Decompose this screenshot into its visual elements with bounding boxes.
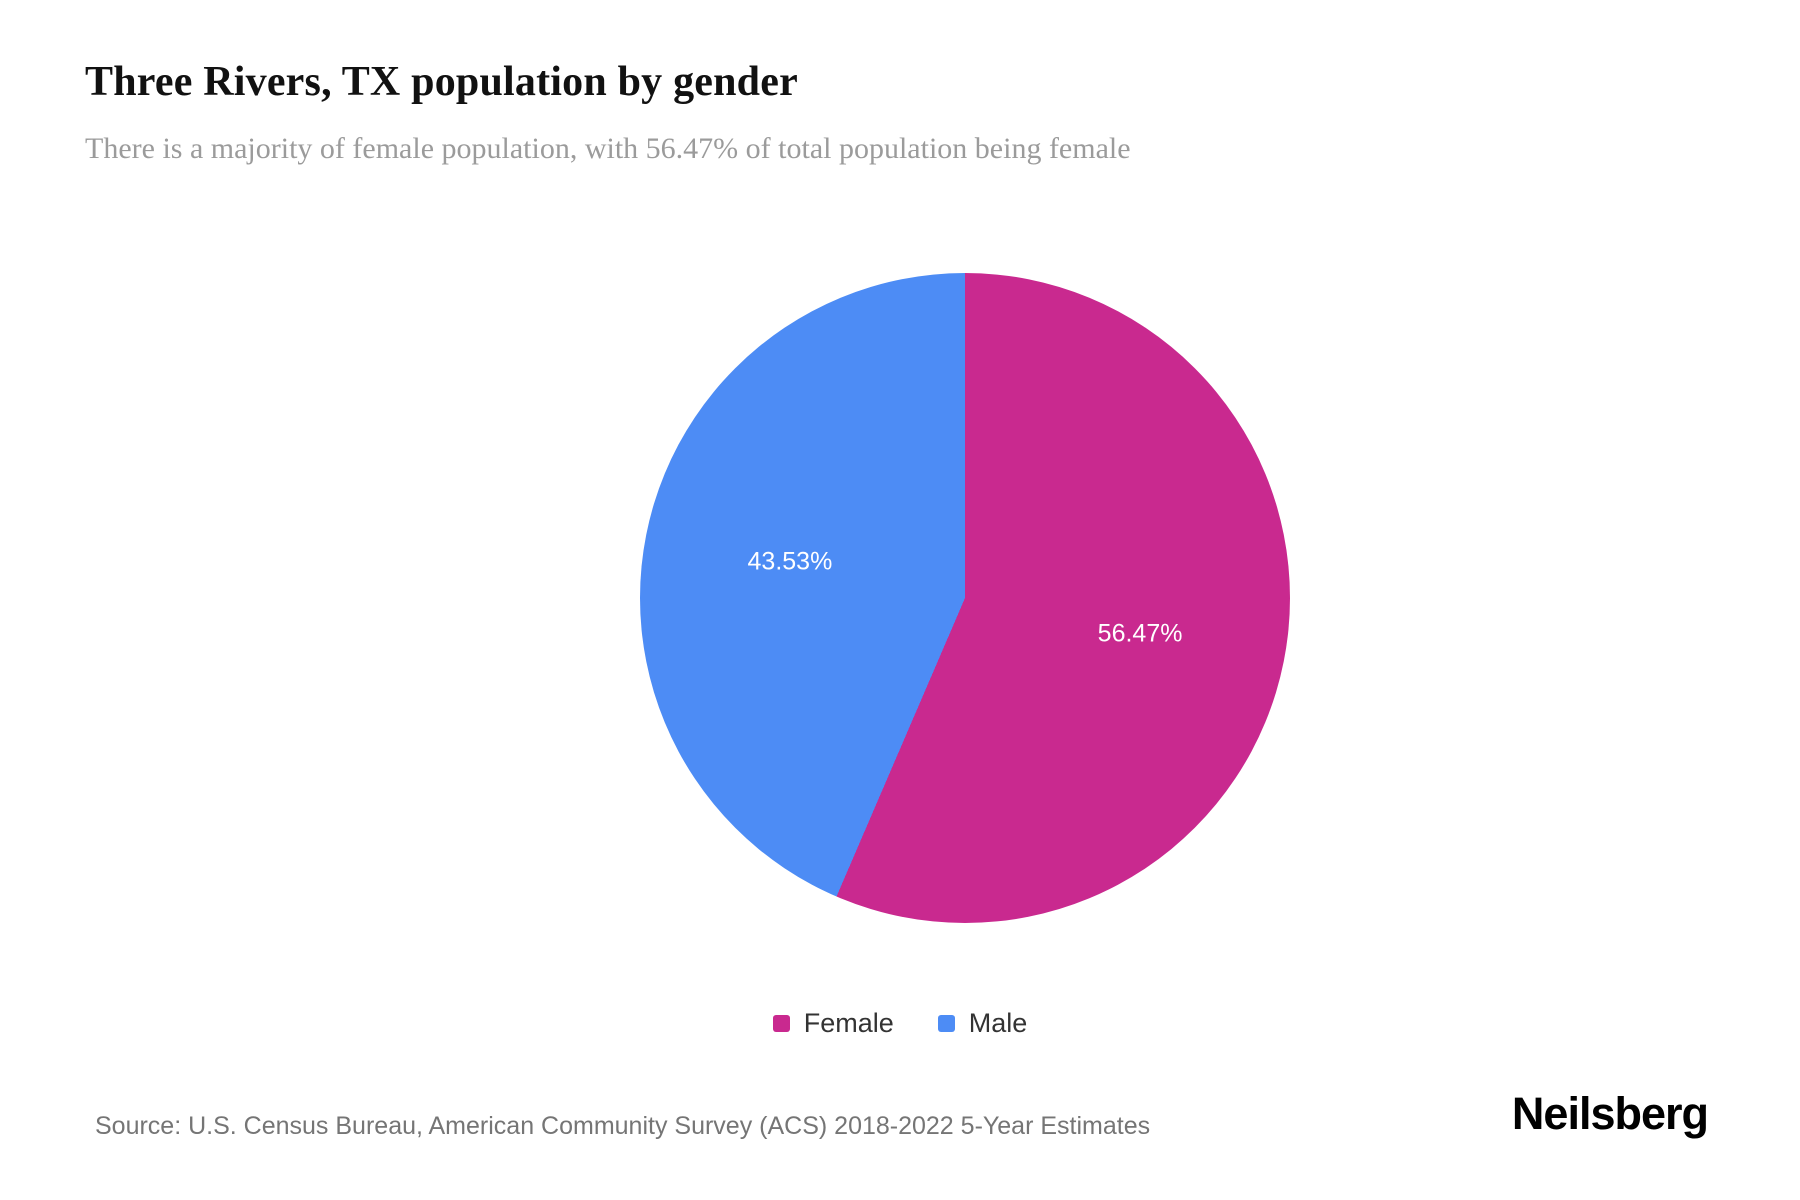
legend-item-female[interactable]: Female [772, 1008, 894, 1039]
chart-subtitle: There is a majority of female population… [85, 132, 1131, 165]
slice-label-male: 43.53% [747, 547, 833, 576]
pie-chart-area: 56.47% 43.53% [640, 273, 1290, 923]
neilsberg-logo: Neilsberg [1511, 1088, 1709, 1139]
legend-item-male[interactable]: Male [937, 1008, 1028, 1039]
source-text: Source: U.S. Census Bureau, American Com… [95, 1112, 1151, 1140]
legend-label-male: Male [968, 1008, 1028, 1038]
legend: Female Male [0, 1008, 1800, 1039]
legend-label-female: Female [803, 1008, 894, 1038]
legend-swatch-female [772, 1015, 790, 1032]
pie-chart[interactable]: 56.47% 43.53% [640, 273, 1290, 923]
slice-label-female: 56.47% [1097, 619, 1183, 648]
legend-swatch-male [937, 1015, 955, 1032]
chart-title: Three Rivers, TX population by gender [85, 59, 798, 105]
